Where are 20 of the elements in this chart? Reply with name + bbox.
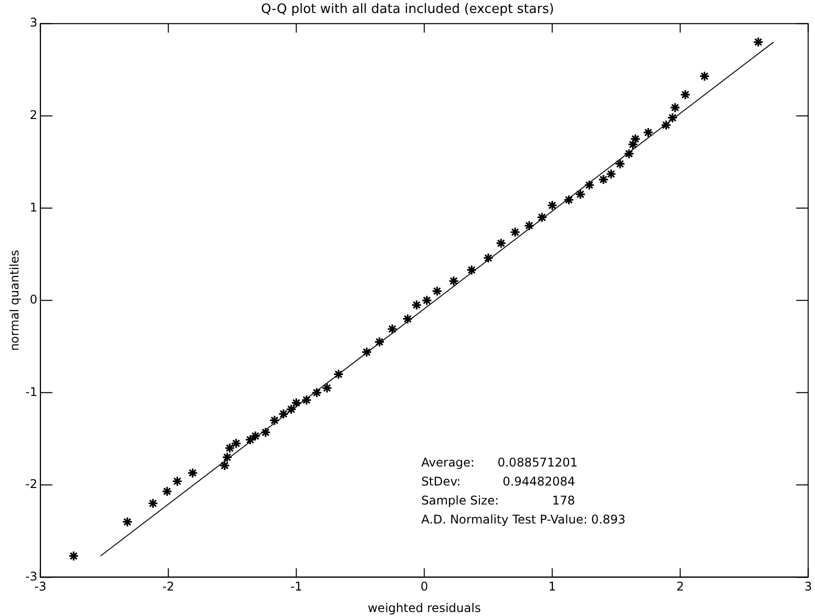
x-tick-label: 2 <box>676 580 684 594</box>
x-tick-label: 1 <box>548 580 556 594</box>
y-tick-label: 3 <box>30 16 38 30</box>
y-tick-label: 1 <box>30 200 38 214</box>
y-tick-label: 2 <box>30 108 38 122</box>
x-tick-label: -2 <box>162 580 174 594</box>
annotation: StDev: 0.94482084 <box>421 474 576 488</box>
y-axis-title: normal quantiles <box>7 250 22 351</box>
x-tick-label: -1 <box>290 580 302 594</box>
x-tick-label: 3 <box>804 580 812 594</box>
x-axis-title: weighted residuals <box>368 600 481 615</box>
annotation: Average: 0.088571201 <box>421 455 578 470</box>
annotation: A.D. Normality Test P-Value: 0.893 <box>421 512 626 526</box>
y-tick-label: -3 <box>25 569 38 584</box>
chart-title: Q-Q plot with all data included (except stars) <box>260 2 554 18</box>
y-tick-label: -1 <box>25 384 38 399</box>
x-tick-label: 0 <box>420 580 428 594</box>
y-tick-label: 0 <box>30 292 38 307</box>
y-tick-label: -2 <box>25 477 38 492</box>
annotation: Sample Size: 178 <box>421 493 576 508</box>
